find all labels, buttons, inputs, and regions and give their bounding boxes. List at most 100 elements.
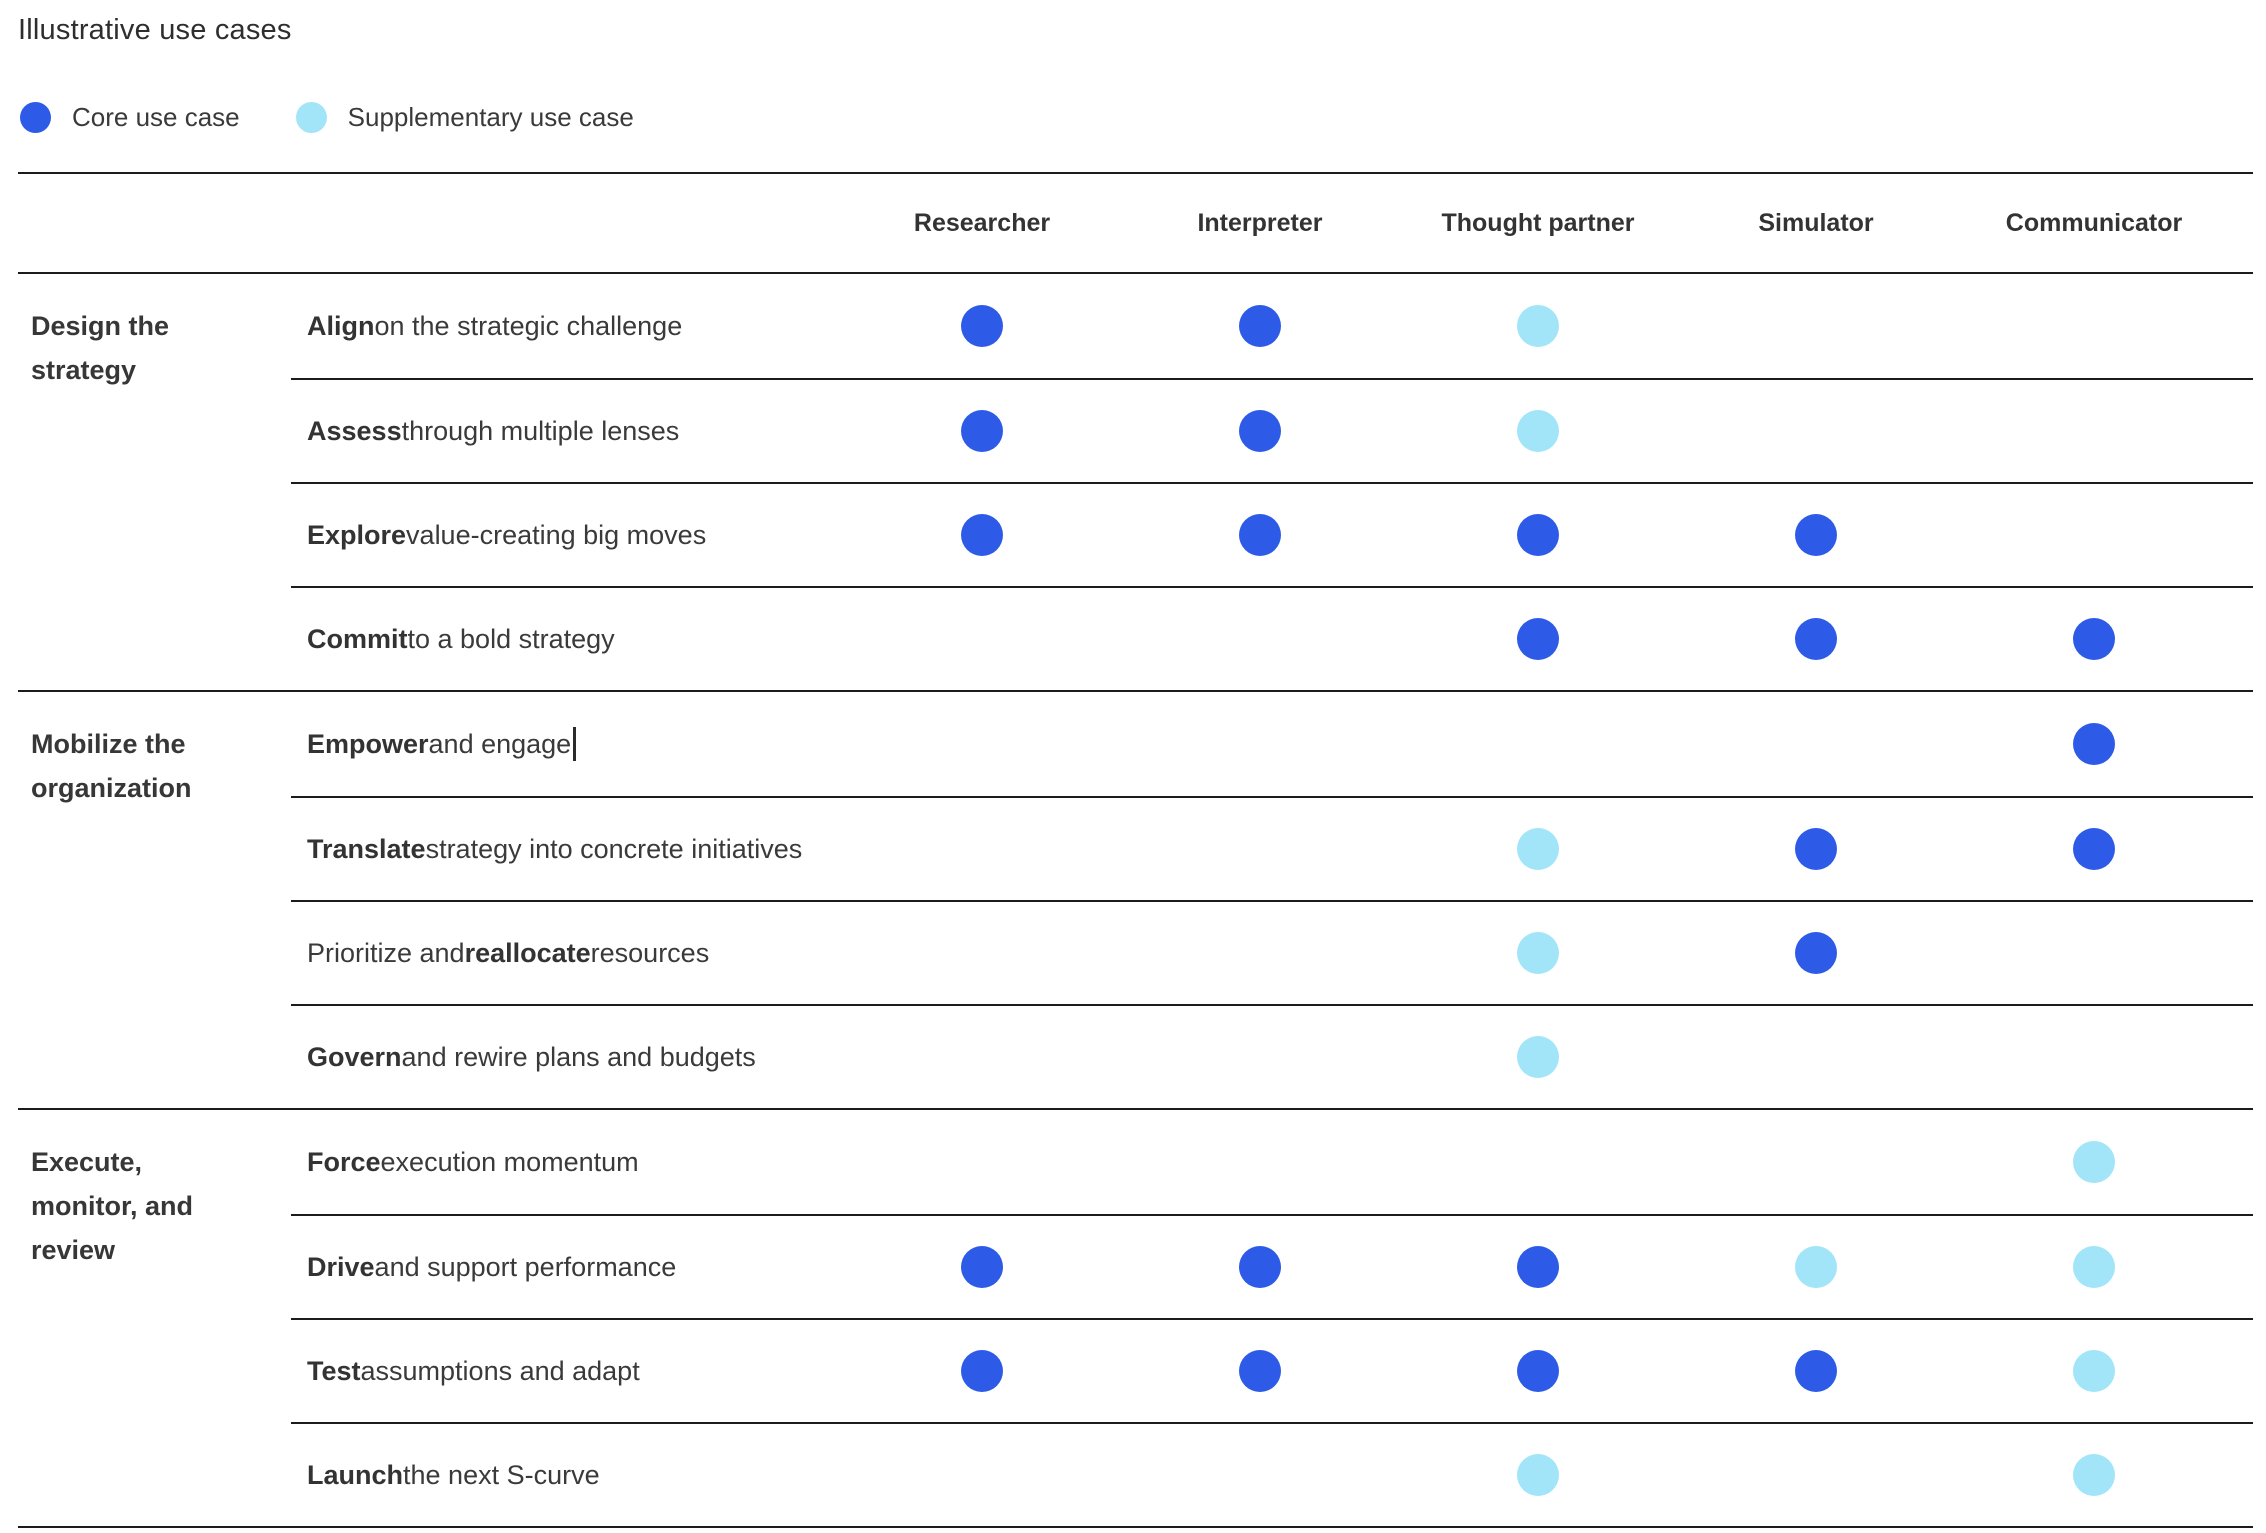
- table-row: Drive and support performance: [291, 1214, 2253, 1318]
- matrix-cell-simulator: [1677, 274, 1955, 378]
- use-case-label[interactable]: Launch the next S-curve: [307, 1459, 600, 1490]
- use-case-label[interactable]: Force execution momentum: [307, 1146, 639, 1177]
- core-use-case-dot-icon: [961, 305, 1003, 347]
- matrix-cell-researcher: [843, 692, 1121, 796]
- column-header-row: Researcher Interpreter Thought partner Simu…: [18, 174, 2253, 274]
- use-case-label[interactable]: Drive and support performance: [307, 1251, 677, 1282]
- matrix-cell-interpreter: [1121, 1110, 1399, 1214]
- use-case-label[interactable]: Explore value-creating big moves: [307, 519, 707, 550]
- matrix-cell-communicator: [1955, 1424, 2233, 1526]
- section-design-the-strategy: Design the strategy Align on the strategi…: [18, 274, 2253, 692]
- matrix-cell-thought-partner: [1399, 798, 1677, 900]
- matrix-cell-researcher: [843, 588, 1121, 690]
- supplementary-use-case-dot-icon: [1517, 410, 1559, 452]
- legend-item-core: Core use case: [20, 102, 240, 133]
- table-row: Assess through multiple lenses: [291, 378, 2253, 482]
- matrix-cell-interpreter: [1121, 1320, 1399, 1422]
- core-use-case-dot-icon: [1795, 932, 1837, 974]
- matrix-cell-interpreter: [1121, 798, 1399, 900]
- matrix-cell-researcher: [843, 1424, 1121, 1526]
- group-label: Mobilize the organization: [31, 729, 192, 803]
- matrix-cell-communicator: [1955, 588, 2233, 690]
- text-cursor: [573, 727, 577, 761]
- matrix-cell-simulator: [1677, 588, 1955, 690]
- supplementary-use-case-dot-icon: [1517, 1036, 1559, 1078]
- core-use-case-dot-icon: [1517, 514, 1559, 556]
- matrix-cell-interpreter: [1121, 380, 1399, 482]
- core-use-case-dot-icon: [1517, 1246, 1559, 1288]
- core-use-case-dot-icon: [1517, 618, 1559, 660]
- matrix-cell-communicator: [1955, 274, 2233, 378]
- table-row: Align on the strategic challenge: [291, 274, 2253, 378]
- use-case-label[interactable]: Assess through multiple lenses: [307, 415, 680, 446]
- core-use-case-dot-icon: [1795, 1350, 1837, 1392]
- matrix-cell-thought-partner: [1399, 1320, 1677, 1422]
- matrix-cell-researcher: [843, 1216, 1121, 1318]
- column-header-researcher: Researcher: [913, 208, 1051, 237]
- matrix-cell-researcher: [843, 902, 1121, 1004]
- matrix-cell-communicator: [1955, 692, 2233, 796]
- matrix-cell-communicator: [1955, 902, 2233, 1004]
- matrix-cell-simulator: [1677, 1006, 1955, 1108]
- core-use-case-dot-icon: [1239, 305, 1281, 347]
- section-mobilize-the-organization: Mobilize the organization Empower and eng…: [18, 692, 2253, 1110]
- column-header-thought-partner: Thought partner: [1441, 208, 1635, 237]
- matrix-cell-simulator: [1677, 902, 1955, 1004]
- use-case-label[interactable]: Translate strategy into concrete initiat…: [307, 833, 803, 864]
- supplementary-use-case-dot-icon: [2073, 1350, 2115, 1392]
- supplementary-use-case-dot-icon: [1517, 305, 1559, 347]
- use-case-label[interactable]: Align on the strategic challenge: [307, 310, 683, 341]
- section-rows: Align on the strategic challenge Assess t…: [291, 274, 2253, 690]
- table-row: Commit to a bold strategy: [291, 586, 2253, 690]
- core-use-case-dot-icon: [2073, 618, 2115, 660]
- core-use-case-dot-icon: [961, 1246, 1003, 1288]
- core-use-case-dot-icon: [1239, 1246, 1281, 1288]
- supplementary-use-case-dot-icon: [2073, 1246, 2115, 1288]
- column-header-communicator: Communicator: [2005, 208, 2183, 237]
- core-use-case-dot-icon: [1517, 1350, 1559, 1392]
- matrix-cell-communicator: [1955, 1320, 2233, 1422]
- matrix-cell-thought-partner: [1399, 274, 1677, 378]
- core-use-case-dot-icon: [20, 102, 51, 133]
- matrix-cell-thought-partner: [1399, 1006, 1677, 1108]
- matrix-cell-thought-partner: [1399, 902, 1677, 1004]
- core-use-case-dot-icon: [2073, 828, 2115, 870]
- matrix-cell-communicator: [1955, 1110, 2233, 1214]
- matrix-cell-simulator: [1677, 1110, 1955, 1214]
- matrix-cell-simulator: [1677, 380, 1955, 482]
- core-use-case-dot-icon: [961, 410, 1003, 452]
- matrix-cell-communicator: [1955, 1006, 2233, 1108]
- table-row: Explore value-creating big moves: [291, 482, 2253, 586]
- legend-item-supplementary: Supplementary use case: [295, 102, 634, 133]
- matrix-cell-simulator: [1677, 484, 1955, 586]
- column-header-interpreter: Interpreter: [1197, 208, 1323, 237]
- use-case-label[interactable]: Prioritize and reallocate resources: [307, 937, 710, 968]
- matrix-cell-researcher: [843, 1006, 1121, 1108]
- table-row: Launch the next S-curve: [291, 1422, 2253, 1526]
- matrix-cell-interpreter: [1121, 484, 1399, 586]
- section-execute-monitor-and-review: Execute, monitor, and review Force execut…: [18, 1110, 2253, 1528]
- matrix-cell-thought-partner: [1399, 380, 1677, 482]
- table-row: Test assumptions and adapt: [291, 1318, 2253, 1422]
- table-row: Translate strategy into concrete initiat…: [291, 796, 2253, 900]
- use-case-label[interactable]: Commit to a bold strategy: [307, 623, 615, 654]
- supplementary-use-case-dot-icon: [2073, 1454, 2115, 1496]
- core-use-case-dot-icon: [1795, 618, 1837, 660]
- legend-label: Core use case: [72, 102, 240, 132]
- matrix-cell-simulator: [1677, 1424, 1955, 1526]
- use-case-label[interactable]: Govern and rewire plans and budgets: [307, 1041, 756, 1072]
- core-use-case-dot-icon: [2073, 723, 2115, 765]
- core-use-case-dot-icon: [1239, 514, 1281, 556]
- matrix-cell-researcher: [843, 798, 1121, 900]
- use-case-label[interactable]: Empower and engage: [291, 727, 843, 761]
- matrix-cell-interpreter: [1121, 588, 1399, 690]
- core-use-case-dot-icon: [1239, 410, 1281, 452]
- use-case-label[interactable]: Test assumptions and adapt: [307, 1355, 640, 1386]
- core-use-case-dot-icon: [961, 1350, 1003, 1392]
- supplementary-use-case-dot-icon: [1795, 1246, 1837, 1288]
- core-use-case-dot-icon: [1795, 514, 1837, 556]
- matrix-cell-researcher: [843, 1110, 1121, 1214]
- use-case-matrix: Researcher Interpreter Thought partner Simu…: [18, 172, 2253, 1528]
- matrix-cell-thought-partner: [1399, 484, 1677, 586]
